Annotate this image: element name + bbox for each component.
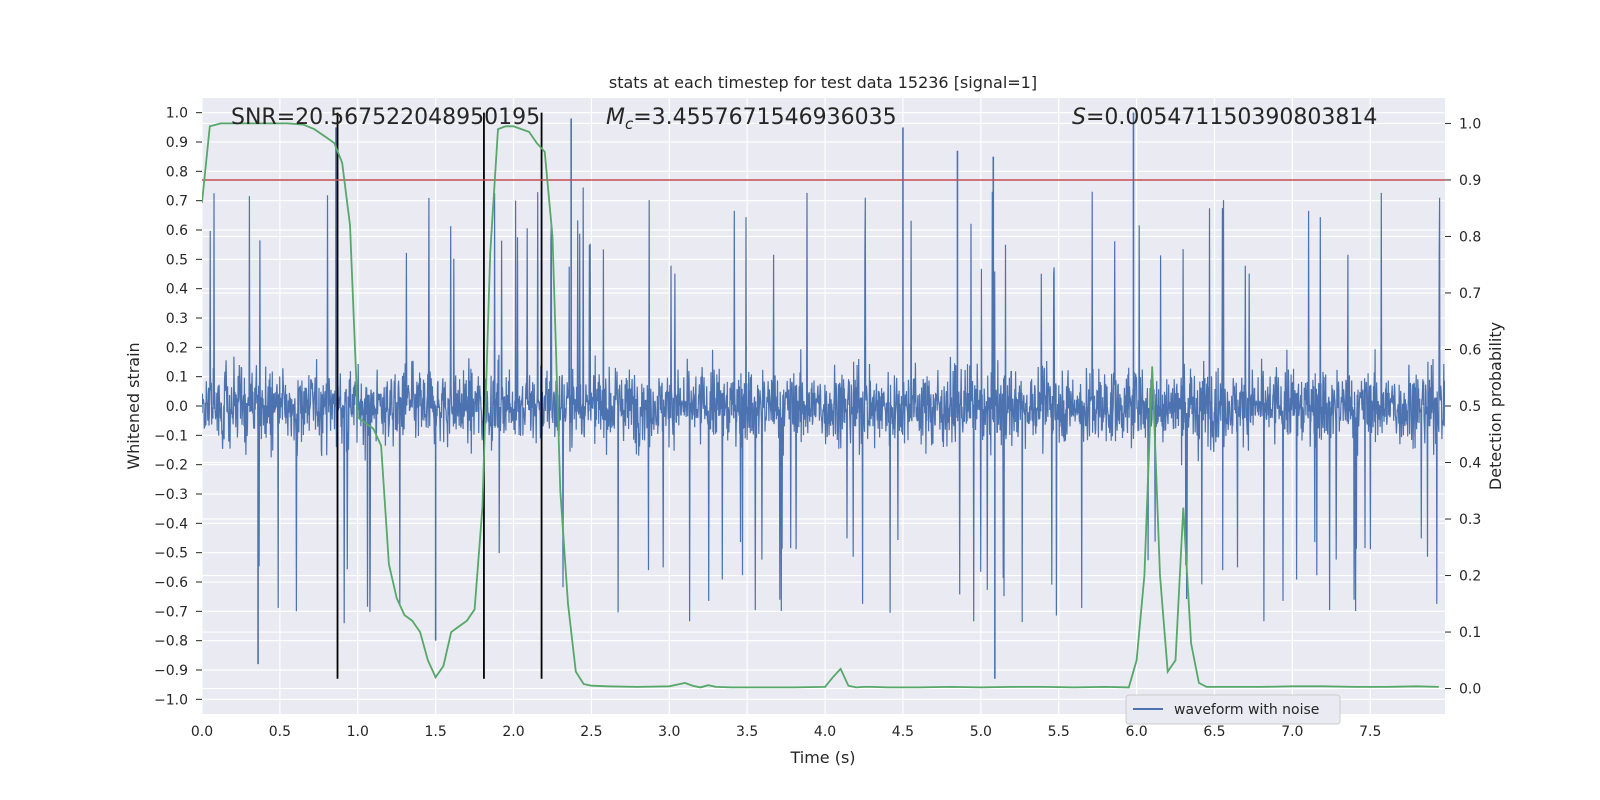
waveform-line bbox=[202, 187, 1445, 624]
right-y-tick-label: 0.8 bbox=[1459, 229, 1481, 245]
x-tick-label: 7.5 bbox=[1359, 724, 1381, 740]
x-axis-label: Time (s) bbox=[789, 748, 855, 767]
left-y-tick-label: 0.0 bbox=[166, 399, 188, 415]
x-tick-label: 6.0 bbox=[1125, 724, 1147, 740]
x-tick-labels: 0.0 0.5 1.0 1.5 2.0 2.5 3.0 3.5 4.0 4.5 5.0 5.5 6.0 6… bbox=[191, 724, 1381, 740]
x-tick-label: 6.5 bbox=[1203, 724, 1225, 740]
x-tick-label: 2.0 bbox=[502, 724, 524, 740]
left-y-tick-labels: 1.0 0.9 0.8 0.7 0.6 0.5 0.4 0.3 0.2 0.1 0.0 −0.1 −0.… bbox=[154, 106, 202, 708]
right-y-tick-label: 0.0 bbox=[1459, 682, 1481, 698]
left-y-tick-label: 1.0 bbox=[166, 106, 188, 122]
x-tick-label: 5.0 bbox=[970, 724, 992, 740]
legend-label: waveform with noise bbox=[1174, 702, 1319, 718]
detection-probability-series bbox=[202, 122, 1439, 689]
chirp-mass-annotation: Mc=3.4557671546936035 bbox=[606, 105, 897, 133]
x-tick-label: 5.5 bbox=[1048, 724, 1070, 740]
left-y-tick-label: −1.0 bbox=[154, 692, 188, 708]
detection-probability-line bbox=[202, 122, 1439, 689]
right-y-tick-label: 0.5 bbox=[1459, 399, 1481, 415]
left-y-axis-label: Whitened strain bbox=[124, 342, 143, 469]
left-y-tick-label: −0.5 bbox=[154, 546, 188, 562]
chirp-mass-value: =3.4557671546936035 bbox=[633, 105, 896, 130]
x-tick-label: 0.0 bbox=[191, 724, 213, 740]
left-y-gridlines bbox=[202, 112, 1445, 700]
x-tick-label: 7.0 bbox=[1281, 724, 1303, 740]
left-y-tick-label: 0.6 bbox=[166, 223, 188, 239]
left-y-tick-label: −0.3 bbox=[154, 487, 188, 503]
chart-title: stats at each timestep for test data 152… bbox=[609, 73, 1037, 92]
x-tick-label: 3.5 bbox=[736, 724, 758, 740]
s-annotation: S=0.005471150390803814 bbox=[1072, 105, 1377, 130]
left-y-tick-label: 0.8 bbox=[166, 164, 188, 180]
x-tick-label: 1.5 bbox=[425, 724, 447, 740]
left-y-tick-label: −0.7 bbox=[154, 604, 188, 620]
right-y-tick-labels: 1.0 0.9 0.8 0.7 0.6 0.5 0.4 0.3 0.2 0.1 0.0 bbox=[1445, 116, 1481, 698]
x-tick-label: 4.5 bbox=[892, 724, 914, 740]
x-tick-label: 4.0 bbox=[814, 724, 836, 740]
left-y-tick-label: 0.7 bbox=[166, 194, 188, 210]
waveform-series bbox=[202, 112, 1445, 679]
x-tick-label: 1.0 bbox=[347, 724, 369, 740]
right-y-tick-label: 0.1 bbox=[1459, 625, 1481, 641]
s-value: =0.005471150390803814 bbox=[1086, 105, 1377, 130]
left-y-tick-label: 0.5 bbox=[166, 252, 188, 268]
x-tick-label: 2.5 bbox=[580, 724, 602, 740]
snr-annotation: SNR=20.567522048950195 bbox=[231, 105, 540, 130]
right-y-tick-label: 1.0 bbox=[1459, 116, 1481, 132]
left-y-tick-label: −0.2 bbox=[154, 458, 188, 474]
left-y-tick-label: −0.6 bbox=[154, 575, 188, 591]
left-y-tick-label: −0.4 bbox=[154, 516, 188, 532]
left-y-tick-label: 0.1 bbox=[166, 370, 188, 386]
left-y-tick-label: 0.3 bbox=[166, 311, 188, 327]
left-y-tick-label: −0.8 bbox=[154, 634, 188, 650]
right-y-tick-label: 0.6 bbox=[1459, 342, 1481, 358]
legend: waveform with noise bbox=[1125, 694, 1341, 725]
right-y-tick-label: 0.2 bbox=[1459, 569, 1481, 585]
left-y-tick-label: 0.4 bbox=[166, 282, 188, 298]
left-y-tick-label: −0.9 bbox=[154, 663, 188, 679]
s-symbol: S bbox=[1072, 105, 1086, 130]
legend-box bbox=[1125, 694, 1341, 725]
right-y-axis-label: Detection probability bbox=[1486, 322, 1505, 490]
x-tick-label: 0.5 bbox=[269, 724, 291, 740]
right-y-tick-label: 0.3 bbox=[1459, 512, 1481, 528]
x-tick-label: 3.0 bbox=[658, 724, 680, 740]
chirp-mass-subscript: c bbox=[625, 115, 634, 133]
vertical-markers bbox=[336, 112, 543, 679]
left-y-tick-label: 0.2 bbox=[166, 340, 188, 356]
right-y-tick-label: 0.9 bbox=[1459, 173, 1481, 189]
right-y-tick-label: 0.7 bbox=[1459, 286, 1481, 302]
chirp-mass-symbol: M bbox=[606, 105, 625, 130]
left-y-tick-label: 0.9 bbox=[166, 135, 188, 151]
right-y-tick-label: 0.4 bbox=[1459, 456, 1481, 472]
left-y-tick-label: −0.1 bbox=[154, 428, 188, 444]
